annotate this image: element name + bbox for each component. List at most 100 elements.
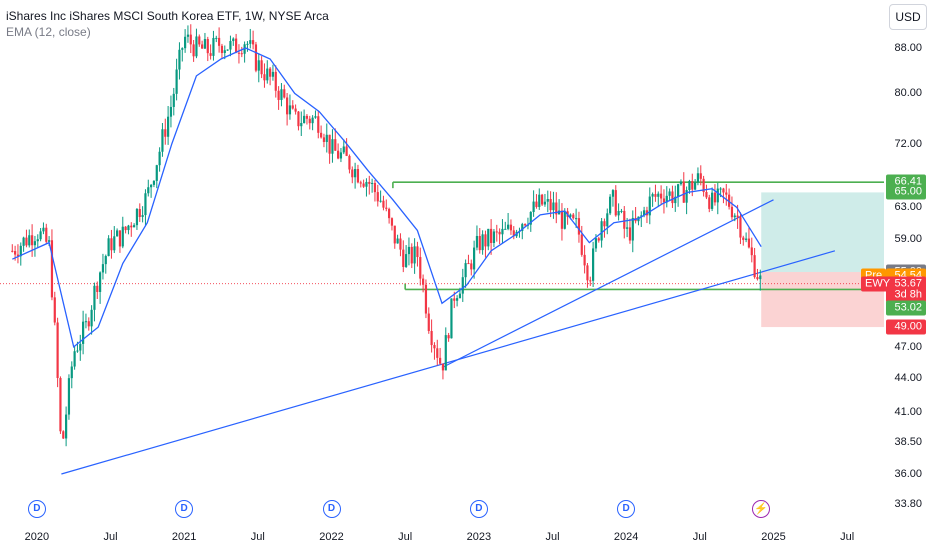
candle-body <box>257 60 260 71</box>
dividend-marker[interactable]: D <box>27 500 46 518</box>
candle-body <box>283 89 286 98</box>
candle-body <box>232 38 235 42</box>
candle-body <box>79 343 82 351</box>
candle-body <box>144 193 147 216</box>
candle-body <box>711 192 714 209</box>
candle-body <box>498 231 501 235</box>
time-axis-label: 2020 <box>24 531 50 543</box>
candle-body <box>237 52 241 54</box>
candle-body <box>150 184 153 188</box>
candle-body <box>456 298 459 301</box>
candle-body <box>447 335 450 339</box>
candle-body <box>733 215 736 218</box>
candle-body <box>209 53 212 56</box>
candle-body <box>679 181 683 185</box>
candle-body <box>694 182 697 190</box>
candle-body <box>337 150 340 159</box>
candle-body <box>626 227 629 229</box>
candle-body <box>529 212 532 225</box>
candle-body <box>614 190 617 216</box>
candle-body <box>70 366 73 379</box>
candle-body <box>206 39 209 54</box>
candle-body <box>354 169 357 178</box>
candle-body <box>141 215 144 217</box>
price-axis-label: 59.00 <box>894 232 922 245</box>
candle-body <box>509 224 513 231</box>
candle-body <box>671 191 674 204</box>
candle-body <box>478 235 481 251</box>
candle-body <box>11 250 14 252</box>
candle-body <box>546 199 549 202</box>
candle-body <box>297 111 300 127</box>
candle-body <box>512 230 515 237</box>
candle-body <box>254 44 258 71</box>
candle-body <box>597 238 600 241</box>
candle-body <box>342 146 345 153</box>
time-axis-label: 2024 <box>613 531 639 543</box>
chart-legend: iShares Inc iShares MSCI South Korea ETF… <box>6 8 329 40</box>
candle-body <box>104 256 107 265</box>
candle-body <box>317 116 320 133</box>
candle-body <box>82 321 85 344</box>
candle-body <box>461 277 464 294</box>
candle-body <box>611 190 615 197</box>
candle-body <box>107 238 110 257</box>
candle-body <box>65 414 68 439</box>
candle-body <box>495 231 498 233</box>
candle-body <box>569 214 572 217</box>
candle-body <box>549 199 552 211</box>
candle-body <box>294 108 297 112</box>
candle-body <box>320 132 323 138</box>
candle-body <box>124 226 127 231</box>
candle-body <box>345 146 348 156</box>
candle-body <box>181 48 184 50</box>
candle-body <box>218 37 221 46</box>
candle-body <box>25 237 28 246</box>
candle-body <box>110 238 113 251</box>
candle-body <box>90 309 93 327</box>
candle-body <box>175 69 178 94</box>
dividend-marker[interactable]: D <box>175 500 194 518</box>
candle-body <box>430 330 433 346</box>
candle-body <box>688 180 691 191</box>
candle-body <box>481 234 484 251</box>
candle-body <box>487 228 490 247</box>
time-axis-label: 2021 <box>171 531 197 543</box>
candle-body <box>475 235 479 248</box>
candle-body <box>728 194 731 207</box>
candle-body <box>48 240 51 242</box>
candle-body <box>359 182 362 184</box>
candle-body <box>50 240 54 298</box>
candle-body <box>147 187 150 194</box>
candle-body <box>39 231 42 240</box>
currency-button[interactable]: USD <box>889 4 927 30</box>
candle-body <box>541 194 544 205</box>
candle-body <box>501 228 504 235</box>
dividend-marker[interactable]: D <box>322 500 341 518</box>
indicator-label[interactable]: EMA (12, close) <box>6 25 91 39</box>
candle-body <box>220 45 224 54</box>
candle-body <box>246 43 249 45</box>
candle-body <box>654 194 657 197</box>
candle-body <box>444 335 447 371</box>
candle-body <box>356 169 360 183</box>
candle-body <box>186 34 190 37</box>
time-axis-label: Jul <box>545 531 560 543</box>
dividend-marker[interactable]: D <box>617 500 636 518</box>
candle-body <box>223 50 226 54</box>
candle-body <box>416 246 419 258</box>
dividend-marker[interactable]: D <box>469 500 488 518</box>
time-axis-label: Jul <box>692 531 707 543</box>
candle-body <box>424 284 428 314</box>
earnings-marker[interactable]: ⚡ <box>752 500 771 518</box>
time-axis-label: Jul <box>103 531 118 543</box>
candle-body <box>16 254 20 257</box>
candle-body <box>453 298 456 301</box>
candle-body <box>524 224 527 226</box>
candle-body <box>617 210 620 216</box>
candle-body <box>699 173 702 179</box>
candle-body <box>93 285 96 310</box>
symbol-title[interactable]: iShares Inc iShares MSCI South Korea ETF… <box>6 9 329 23</box>
candle-body <box>334 139 337 151</box>
